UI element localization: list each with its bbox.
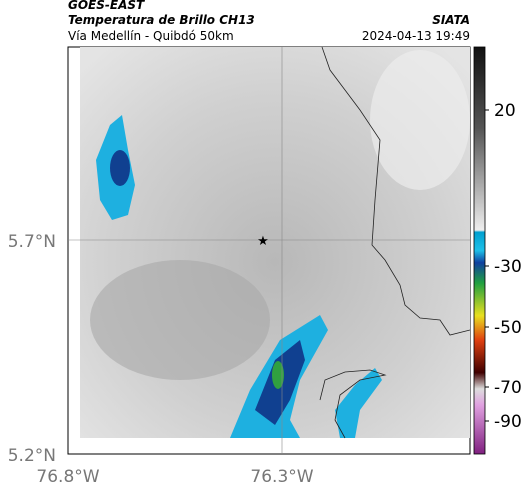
city-marker: ★: [257, 234, 269, 249]
cloud: [90, 260, 270, 380]
colorbar-label: -70: [494, 378, 522, 398]
lon-label: 76.3°W: [250, 467, 313, 487]
source: GOES-EAST: [68, 0, 145, 12]
lat-label: 5.2°N: [8, 446, 56, 466]
cold-cloud: [335, 368, 382, 438]
colorbar-label: -90: [494, 412, 522, 432]
border: [321, 46, 471, 336]
cloud: [370, 50, 470, 190]
datetime: 2024-04-13 19:49: [362, 29, 470, 43]
colorbar: [473, 46, 486, 455]
lat-label: 5.7°N: [8, 232, 56, 252]
org: SIATA: [432, 13, 470, 27]
colorbar-label: -30: [494, 257, 522, 277]
colorbar-label: 20: [494, 101, 516, 121]
coastline: [319, 369, 387, 439]
cold-core: [272, 361, 284, 389]
colorbar-ticks: 20 -30 -50 -70 -90: [485, 101, 522, 432]
colorbar-label: -50: [494, 318, 522, 338]
cold-core: [110, 150, 130, 186]
lon-label: 76.8°W: [36, 467, 99, 487]
subtitle: Vía Medellín - Quibdó 50km: [68, 29, 234, 43]
title: Temperatura de Brillo CH13: [68, 13, 255, 27]
